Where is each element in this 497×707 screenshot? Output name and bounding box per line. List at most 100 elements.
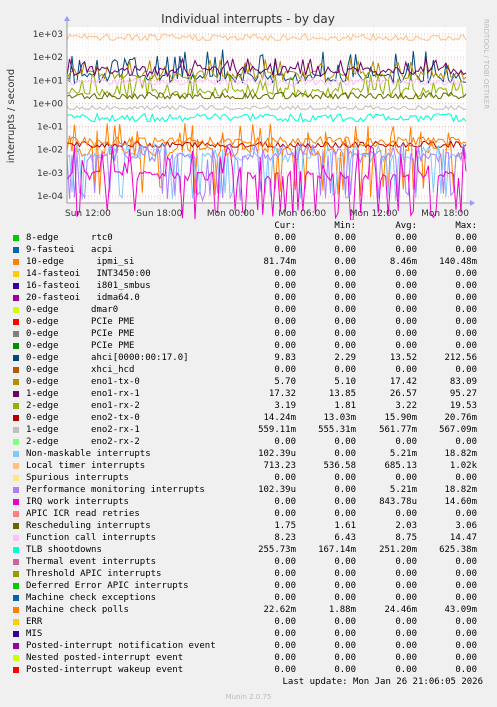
legend-value-avg: 0.00	[395, 593, 417, 603]
y-tick-label: 1e+01	[33, 76, 63, 86]
legend-value-min: 536.58	[323, 461, 356, 471]
legend-value-cur: 0.00	[274, 593, 296, 603]
legend-row: Posted-interrupt wakeup event 0.00 0.00 0.0…	[0, 664, 497, 676]
legend-label: 2-edge eno2-rx-2	[26, 437, 140, 447]
x-tick-label: Sun 12:00	[65, 209, 111, 219]
legend-row: MIS 0.00 0.00 0.00 0.00	[0, 628, 497, 640]
legend-value-max: 0.00	[455, 641, 477, 651]
legend-value-min: 0.00	[334, 617, 356, 627]
legend-swatch	[13, 583, 19, 589]
legend-value-min: 167.14m	[318, 545, 356, 555]
y-axis-label: interrupts / second	[6, 69, 17, 163]
legend-value-avg: 0.00	[395, 317, 417, 327]
legend-value-max: 0.00	[455, 269, 477, 279]
legend-row: Deferred Error APIC interrupts 0.00 0.00 0.…	[0, 580, 497, 592]
series-line	[66, 135, 467, 149]
legend-value-cur: 0.00	[274, 665, 296, 675]
legend-value-max: 0.00	[455, 245, 477, 255]
legend-label: Machine check exceptions	[26, 593, 157, 603]
legend-row: APIC ICR read retries 0.00 0.00 0.00 0.00	[0, 508, 497, 520]
legend-value-min: 0.00	[334, 341, 356, 351]
legend-value-avg: 24.46m	[384, 605, 417, 615]
legend-value-max: 19.53	[449, 401, 477, 411]
legend-value-min: 0.00	[334, 245, 356, 255]
legend-label: APIC ICR read retries	[26, 509, 140, 519]
legend-value-min: 13.85	[328, 389, 356, 399]
legend-value-max: 18.82m	[444, 485, 477, 495]
legend-label: Rescheduling interrupts	[26, 521, 151, 531]
legend-label: Function call interrupts	[26, 533, 157, 543]
series-line	[66, 73, 467, 100]
legend-swatch	[13, 271, 19, 277]
legend-label: 2-edge eno1-rx-2	[26, 401, 140, 411]
series-line	[66, 49, 467, 85]
legend-value-cur: 0.00	[274, 329, 296, 339]
legend-label: TLB shootdowns	[26, 545, 102, 555]
legend-swatch	[13, 643, 19, 649]
legend-value-avg: 5.21m	[389, 485, 417, 495]
legend-value-max: 14.47	[449, 533, 477, 543]
legend-value-max: 0.00	[455, 305, 477, 315]
legend-swatch	[13, 595, 19, 601]
legend-label: IRQ work interrupts	[26, 497, 129, 507]
legend-row: 0-edge xhci_hcd 0.00 0.00 0.00 0.00	[0, 364, 497, 376]
legend-value-avg: 0.00	[395, 281, 417, 291]
legend-swatch	[13, 559, 19, 565]
series-line	[66, 112, 467, 123]
legend-value-cur: 559.11m	[258, 425, 296, 435]
legend-label: 16-fasteoi i801_smbus	[26, 281, 151, 291]
legend-label: 9-fasteoi acpi	[26, 245, 113, 255]
x-tick-label: Mon 06:00	[278, 209, 326, 219]
legend-swatch	[13, 571, 19, 577]
legend-swatch	[13, 259, 19, 265]
legend-value-cur: 0.00	[274, 341, 296, 351]
legend-value-min: 0.00	[334, 641, 356, 651]
legend-swatch	[13, 535, 19, 541]
legend-value-min: 0.00	[334, 437, 356, 447]
legend-value-min: 6.43	[334, 533, 356, 543]
legend-value-min: 0.00	[334, 581, 356, 591]
legend-swatch	[13, 523, 19, 529]
legend-value-max: 95.27	[449, 389, 477, 399]
legend-row: 2-edge eno2-rx-2 0.00 0.00 0.00 0.00	[0, 436, 497, 448]
legend-label: MIS	[26, 629, 43, 639]
legend-label: Thermal event interrupts	[26, 557, 157, 567]
legend-swatch	[13, 295, 19, 301]
legend-value-cur: 0.00	[274, 653, 296, 663]
legend-value-max: 140.48m	[439, 257, 477, 267]
legend-value-cur: 0.00	[274, 293, 296, 303]
legend-row: Performance monitoring interrupts 102.39u…	[0, 484, 497, 496]
legend-value-max: 0.00	[455, 629, 477, 639]
rrdtool-watermark: RRDTOOL / TOBI OETIKER	[482, 19, 490, 109]
legend-swatch	[13, 511, 19, 517]
legend-swatch	[13, 343, 19, 349]
chart-title: Individual interrupts - by day	[161, 12, 335, 26]
legend-row: 14-fasteoi INT3450:00 0.00 0.00 0.00 0.00	[0, 268, 497, 280]
legend-swatch	[13, 451, 19, 457]
legend-label: Non-maskable interrupts	[26, 449, 151, 459]
legend-label: 0-edge xhci_hcd	[26, 365, 135, 375]
legend-value-cur: 0.00	[274, 473, 296, 483]
legend-swatch	[13, 391, 19, 397]
legend-row: 0-edge dmar0 0.00 0.00 0.00 0.00	[0, 304, 497, 316]
legend-value-avg: 561.77m	[379, 425, 417, 435]
legend-row: 9-fasteoi acpi 0.00 0.00 0.00 0.00	[0, 244, 497, 256]
legend-label: Performance monitoring interrupts	[26, 485, 205, 495]
legend-label: 0-edge dmar0	[26, 305, 119, 315]
legend-row: IRQ work interrupts 0.00 0.00 843.78u 14.60m	[0, 496, 497, 508]
column-header-min: Min:	[334, 221, 356, 231]
legend-value-cur: 0.00	[274, 569, 296, 579]
legend-value-max: 14.60m	[444, 497, 477, 507]
legend-value-max: 3.06	[455, 521, 477, 531]
legend-value-avg: 8.75	[395, 533, 417, 543]
legend-value-cur: 17.32	[268, 389, 296, 399]
legend-row: Function call interrupts 8.23 6.43 8.75 14.4…	[0, 532, 497, 544]
legend-row: 1-edge eno2-rx-1 559.11m 555.31m 561.77m 567…	[0, 424, 497, 436]
legend-value-min: 1.61	[334, 521, 356, 531]
legend-row: Local timer interrupts 713.23 536.58 685.13…	[0, 460, 497, 472]
legend-swatch	[13, 631, 19, 637]
x-tick-label: Mon 18:00	[421, 209, 469, 219]
legend-row: 0-edge eno2-tx-0 14.24m 13.03m 15.90m 20.76m	[0, 412, 497, 424]
legend-value-min: 0.00	[334, 473, 356, 483]
legend-value-cur: 3.19	[274, 401, 296, 411]
